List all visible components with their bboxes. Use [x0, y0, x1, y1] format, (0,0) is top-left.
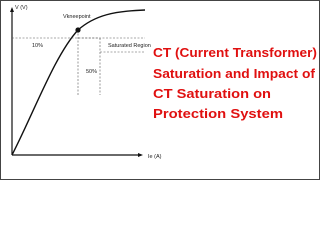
x-axis-label: Ie (A) [148, 154, 162, 160]
frame [0, 0, 320, 180]
y-arrow [10, 7, 14, 12]
region-label: Saturated Region [108, 43, 151, 49]
title-line: CT (Current Transformer) [153, 45, 317, 60]
saturation-curve [11, 9, 146, 156]
title-line: Saturation and Impact of [153, 66, 316, 81]
percent-label: 50% [86, 69, 97, 75]
diagram: V (V) Ie (A) Vkneepoint 10% 50% Saturate… [0, 0, 320, 180]
knee-point [75, 27, 81, 33]
title-line: Protection System [153, 106, 283, 121]
x-arrow [138, 153, 143, 157]
y-axis-label: V (V) [15, 5, 28, 11]
percent-label: 10% [32, 43, 43, 49]
page: V (V) Ie (A) Vkneepoint 10% 50% Saturate… [0, 0, 320, 180]
title-line: CT Saturation on [153, 86, 271, 101]
knee-label: Vkneepoint [63, 14, 91, 20]
